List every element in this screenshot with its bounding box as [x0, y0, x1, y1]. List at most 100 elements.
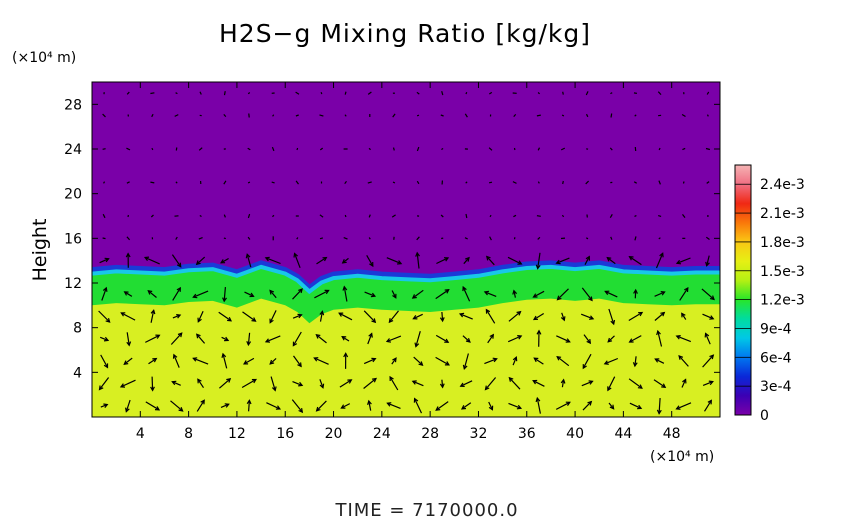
- wind-vector: [172, 286, 181, 301]
- wind-vector: [151, 147, 154, 151]
- wind-vector: [654, 291, 666, 297]
- wind-vector: [271, 181, 275, 184]
- x-tick-label: 16: [276, 426, 294, 442]
- wind-vector: [706, 181, 710, 184]
- wind-vector: [416, 91, 420, 95]
- wind-vector: [464, 113, 468, 118]
- wind-vector: [247, 92, 251, 95]
- wind-vector: [416, 114, 420, 117]
- wind-vector: [363, 310, 377, 324]
- wind-vector: [171, 254, 182, 268]
- wind-vector: [706, 91, 710, 95]
- wind-vector: [488, 181, 493, 184]
- wind-vector: [242, 311, 257, 322]
- wind-vector: [675, 257, 691, 265]
- wind-vector: [585, 180, 590, 185]
- wind-vector: [150, 214, 154, 218]
- wind-vector: [223, 91, 226, 96]
- wind-vector: [441, 147, 444, 151]
- wind-vector: [536, 329, 542, 347]
- wind-vector: [607, 376, 616, 392]
- wind-vector: [632, 356, 638, 368]
- wind-vector: [416, 180, 420, 185]
- wind-vector: [170, 400, 184, 412]
- wind-vector: [145, 334, 161, 343]
- colorbar-tick-label: 1.2e-3: [760, 293, 805, 309]
- wind-vector: [102, 113, 106, 118]
- wind-vector: [343, 237, 348, 240]
- wind-vector: [701, 288, 715, 301]
- wind-vector: [271, 146, 275, 152]
- wind-vector: [221, 336, 230, 342]
- wind-vector: [681, 113, 686, 118]
- wind-vector: [319, 237, 324, 240]
- wind-vector: [99, 257, 110, 264]
- wind-vector: [609, 213, 613, 219]
- wind-vector: [537, 147, 541, 151]
- wind-vector: [682, 214, 686, 218]
- wind-vector: [222, 287, 227, 303]
- wind-vector: [319, 379, 325, 389]
- wind-vector: [603, 357, 619, 365]
- wind-vector: [435, 288, 450, 300]
- y-tick-label: 16: [64, 231, 82, 247]
- wind-vector: [562, 91, 564, 95]
- wind-vector: [608, 308, 616, 326]
- wind-vector: [634, 236, 637, 241]
- wind-vector: [291, 399, 304, 414]
- wind-vector: [584, 255, 590, 265]
- y-ticks: 4 8 12 16 20 24 28: [64, 97, 720, 381]
- wind-vector: [320, 91, 323, 95]
- wind-vector: [392, 147, 395, 151]
- wind-vector: [368, 147, 371, 151]
- x-tick-label: 28: [421, 426, 439, 442]
- wind-vector: [344, 91, 347, 95]
- wind-vector: [483, 290, 497, 297]
- wind-vector: [392, 181, 396, 184]
- wind-vector: [464, 237, 468, 240]
- wind-vector: [171, 380, 181, 386]
- wind-vector: [319, 214, 324, 218]
- wind-vector: [100, 403, 109, 408]
- wind-vector: [537, 181, 540, 184]
- wind-vector: [125, 399, 131, 413]
- wind-vector: [560, 378, 566, 388]
- x-tick-label: 36: [518, 426, 536, 442]
- wind-vector: [145, 401, 161, 411]
- wind-vector: [608, 402, 615, 410]
- wind-vector: [125, 252, 131, 268]
- wind-vector: [440, 114, 444, 117]
- wind-vector: [247, 147, 251, 151]
- wind-vector: [292, 381, 304, 387]
- colorbar: [734, 164, 752, 416]
- wind-vector: [580, 313, 595, 320]
- y-unit-label: (×10⁴ m): [12, 50, 76, 66]
- wind-vector: [682, 181, 685, 184]
- wind-vector: [507, 256, 523, 265]
- wind-vector: [219, 377, 232, 389]
- wind-vector: [682, 147, 686, 151]
- wind-vector: [658, 180, 661, 185]
- x-tick-label: 8: [184, 426, 193, 442]
- wind-vector: [175, 236, 178, 240]
- wind-vector: [246, 399, 252, 412]
- wind-vector: [415, 251, 420, 269]
- wind-vector: [269, 289, 277, 299]
- wind-vector: [658, 215, 662, 217]
- wind-vector: [439, 311, 445, 323]
- wind-vector: [295, 180, 299, 185]
- wind-vector: [705, 236, 710, 240]
- wind-vector: [633, 288, 638, 299]
- wind-vector: [412, 313, 423, 320]
- wind-vector: [364, 291, 377, 298]
- chart-title: H2S−g Mixing Ratio [kg/kg]: [219, 19, 591, 48]
- wind-vector: [512, 289, 518, 298]
- wind-vector: [532, 312, 545, 321]
- wind-vector: [702, 380, 714, 386]
- wind-vector: [367, 91, 372, 95]
- wind-vector: [508, 310, 522, 322]
- wind-vector: [413, 356, 424, 367]
- wind-vector: [247, 181, 251, 184]
- wind-vector: [536, 114, 541, 117]
- wind-vector: [634, 114, 637, 117]
